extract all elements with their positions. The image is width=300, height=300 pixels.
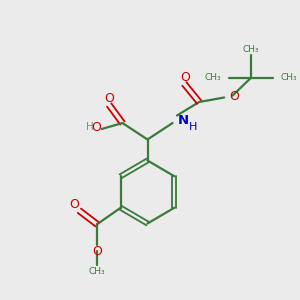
Text: CH₃: CH₃ (205, 74, 221, 82)
Text: H: H (86, 122, 94, 133)
Text: CH₃: CH₃ (242, 45, 259, 54)
Text: N: N (178, 114, 189, 127)
Text: CH₃: CH₃ (89, 267, 105, 276)
Text: O: O (69, 198, 79, 211)
Text: H: H (189, 122, 197, 132)
Text: O: O (230, 90, 239, 103)
Text: CH₃: CH₃ (280, 74, 297, 82)
Text: O: O (93, 245, 103, 258)
Text: O: O (180, 71, 190, 84)
Text: O: O (91, 121, 101, 134)
Text: O: O (104, 92, 114, 105)
